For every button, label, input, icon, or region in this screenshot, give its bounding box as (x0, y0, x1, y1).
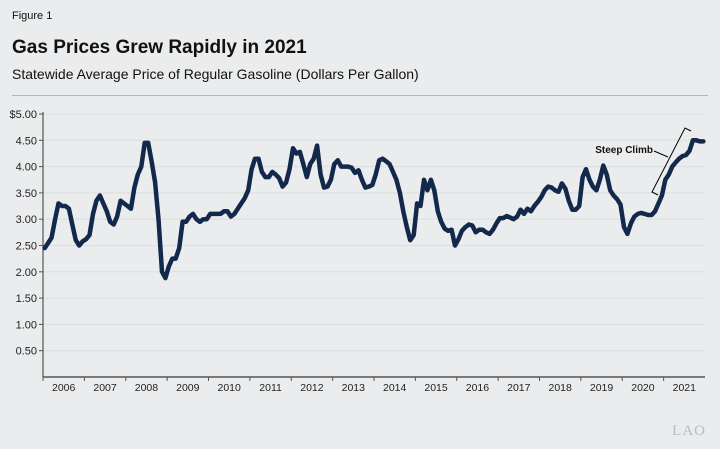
x-tick-label: 2016 (466, 382, 490, 394)
figure-label: Figure 1 (12, 10, 53, 22)
x-tick-label: 2014 (383, 382, 407, 394)
price-series-line (42, 138, 706, 281)
annotation-leader (653, 150, 669, 158)
y-tick-label: 2.50 (16, 241, 37, 253)
annotation-steep-climb: Steep Climb (595, 145, 653, 156)
x-tick-label: 2020 (631, 382, 655, 394)
x-tick-label: 2006 (52, 382, 76, 394)
annotation-bracket (651, 127, 692, 196)
lao-logo: LAO (672, 423, 706, 439)
y-tick-label: 1.00 (16, 319, 37, 331)
y-tick-label: 3.50 (16, 188, 37, 200)
x-tick-label: 2013 (342, 382, 366, 394)
x-tick-label: 2011 (259, 382, 282, 394)
x-tick-label: 2021 (673, 382, 697, 394)
y-tick-label: 3.00 (16, 214, 37, 226)
x-tick-label: 2007 (93, 382, 117, 394)
x-tick-label: 2017 (507, 382, 531, 394)
x-tick-label: 2012 (300, 382, 324, 394)
x-tick-label: 2018 (549, 382, 573, 394)
y-tick-label: 0.50 (16, 346, 37, 358)
chart-subtitle: Statewide Average Price of Regular Gasol… (12, 66, 419, 82)
header-divider (12, 95, 708, 96)
y-tick-label: 2.00 (16, 267, 37, 279)
x-tick-label: 2015 (424, 382, 448, 394)
y-tick-label: $5.00 (9, 109, 37, 121)
y-tick-label: 4.00 (16, 162, 37, 174)
y-tick-label: 1.50 (16, 293, 37, 305)
x-tick-label: 2019 (590, 382, 614, 394)
x-tick-label: 2008 (135, 382, 159, 394)
chart-title: Gas Prices Grew Rapidly in 2021 (12, 37, 307, 58)
x-tick-label: 2009 (176, 382, 200, 394)
x-tick-label: 2010 (218, 382, 242, 394)
y-tick-label: 4.50 (16, 135, 37, 147)
